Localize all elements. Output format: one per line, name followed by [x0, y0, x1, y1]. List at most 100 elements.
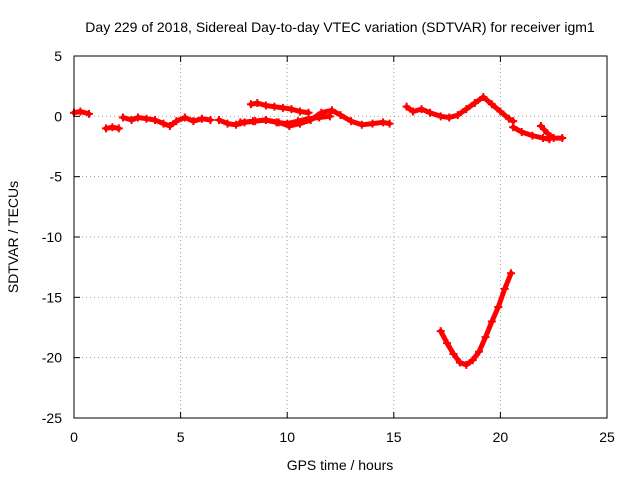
data-point: [327, 106, 336, 115]
data-point: [487, 317, 496, 326]
data-point: [84, 109, 93, 118]
series-layer: [70, 93, 567, 369]
data-point: [470, 99, 479, 108]
data-point: [347, 117, 356, 126]
data-point: [317, 108, 326, 117]
data-point: [165, 121, 174, 130]
y-tick-label: -5: [50, 169, 63, 185]
data-point: [549, 134, 558, 143]
data-point: [197, 114, 206, 123]
data-point: [507, 269, 516, 278]
data-point: [295, 107, 304, 116]
x-tick-label: 25: [599, 429, 615, 445]
data-point: [449, 350, 458, 359]
data-point: [368, 119, 377, 128]
data-point: [504, 114, 513, 123]
data-point: [462, 360, 471, 369]
data-point: [108, 123, 117, 132]
y-tick-label: -15: [42, 289, 62, 305]
x-tick-label: 10: [279, 429, 295, 445]
data-point: [295, 119, 304, 128]
data-point: [496, 107, 505, 116]
series-arc3: [119, 113, 215, 130]
data-point: [402, 102, 411, 111]
series-arc6: [236, 106, 394, 130]
data-point: [133, 113, 142, 122]
data-point: [172, 117, 181, 126]
data-point: [306, 115, 315, 124]
data-point: [151, 115, 160, 124]
data-point: [119, 113, 128, 122]
data-point: [159, 119, 168, 128]
data-point: [261, 115, 270, 124]
data-point: [270, 102, 279, 111]
data-point: [189, 117, 198, 126]
chart-title: Day 229 of 2018, Sidereal Day-to-day VTE…: [85, 19, 595, 35]
y-tick-label: -20: [42, 350, 62, 366]
data-point: [417, 105, 426, 114]
data-point: [517, 128, 526, 137]
series-line: [538, 123, 565, 141]
data-point: [101, 124, 110, 133]
data-point: [253, 99, 262, 108]
data-point: [249, 117, 258, 126]
data-point: [206, 115, 215, 124]
data-point: [76, 107, 85, 116]
x-tick-label: 15: [386, 429, 402, 445]
series-arc8: [509, 123, 554, 144]
data-point: [453, 111, 462, 120]
data-point: [114, 124, 123, 133]
data-point: [445, 113, 454, 122]
x-tick-label: 5: [177, 429, 185, 445]
data-point: [385, 119, 394, 128]
y-tick-label: 0: [54, 108, 62, 124]
data-point: [379, 118, 388, 127]
data-point: [180, 113, 189, 122]
data-point: [443, 339, 452, 348]
data-point: [536, 121, 545, 130]
data-point: [278, 103, 287, 112]
data-point: [214, 115, 223, 124]
data-point: [287, 105, 296, 114]
data-point: [246, 100, 255, 109]
tick-layer: 0 5 10 15 20 25 -25 -20 -15 -10 -5 0 5: [42, 48, 615, 445]
data-point: [285, 121, 294, 130]
x-tick-label: 20: [493, 429, 509, 445]
data-point: [223, 119, 232, 128]
data-point: [142, 114, 151, 123]
data-point: [274, 118, 283, 127]
data-point: [539, 134, 548, 143]
data-point: [479, 93, 488, 102]
x-tick-label: 0: [70, 429, 78, 445]
y-tick-label: -10: [42, 229, 62, 245]
data-point: [436, 327, 445, 336]
data-point: [236, 118, 245, 127]
data-point: [462, 105, 471, 114]
series-arc9: [536, 121, 567, 143]
data-point: [455, 358, 464, 367]
series-arc5: [246, 99, 313, 117]
data-point: [468, 356, 477, 365]
data-point: [475, 347, 484, 356]
data-point: [487, 100, 496, 109]
data-point: [509, 123, 518, 132]
x-axis-label: GPS time / hours: [287, 457, 394, 473]
data-point: [261, 101, 270, 110]
y-axis-label: SDTVAR / TECUs: [5, 181, 21, 293]
series-arc10: [436, 269, 516, 369]
data-point: [500, 284, 509, 293]
series-arc7: [402, 93, 518, 126]
series-arc2: [101, 123, 123, 133]
series-line: [438, 270, 514, 368]
data-point: [336, 111, 345, 120]
data-point: [558, 134, 567, 143]
data-point: [325, 112, 334, 121]
data-point: [426, 108, 435, 117]
data-point: [408, 107, 417, 116]
data-point: [436, 112, 445, 121]
data-point: [481, 333, 490, 342]
data-point: [357, 120, 366, 129]
grid-layer: [74, 56, 607, 418]
